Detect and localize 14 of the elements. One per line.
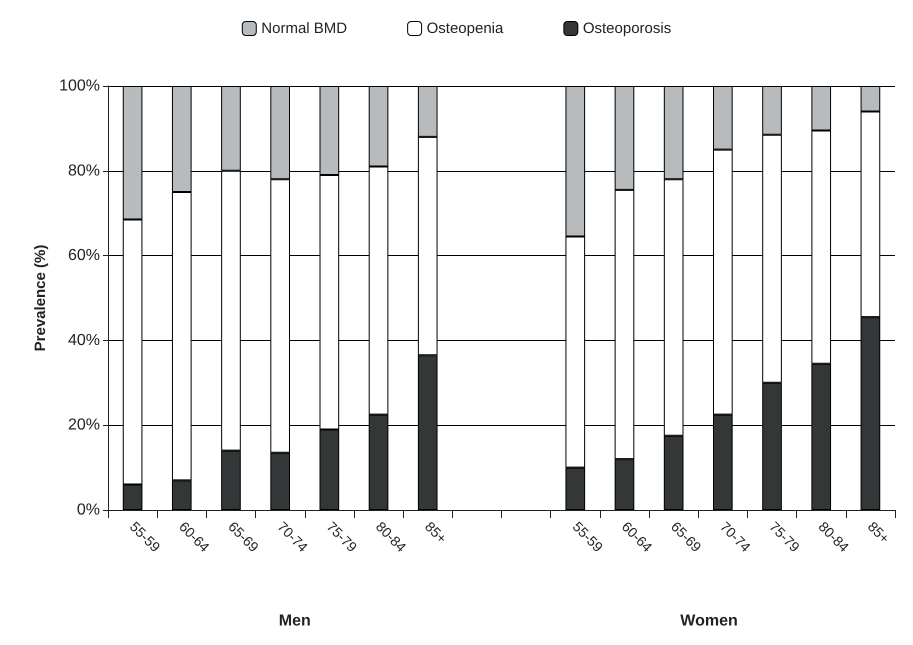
y-tick-label: 60% <box>68 247 100 264</box>
y-tick-label: 100% <box>59 78 100 94</box>
y-tick-label: 20% <box>68 416 100 434</box>
y-tick-label: 0% <box>76 502 100 518</box>
legend-label: Normal BMD <box>261 20 348 37</box>
y-axis-title: Prevalence (%) <box>32 244 49 352</box>
text: Women <box>680 612 738 630</box>
legend-label: Osteoporosis <box>582 20 672 37</box>
legend-label: Osteopenia <box>426 20 504 37</box>
x-tick-label: 85+ <box>864 518 893 546</box>
y-tick-label: 80% <box>68 162 100 180</box>
x-tick-label: 85+ <box>422 518 450 546</box>
y-tick-label: 40% <box>68 332 100 349</box>
text: Men <box>278 612 311 630</box>
